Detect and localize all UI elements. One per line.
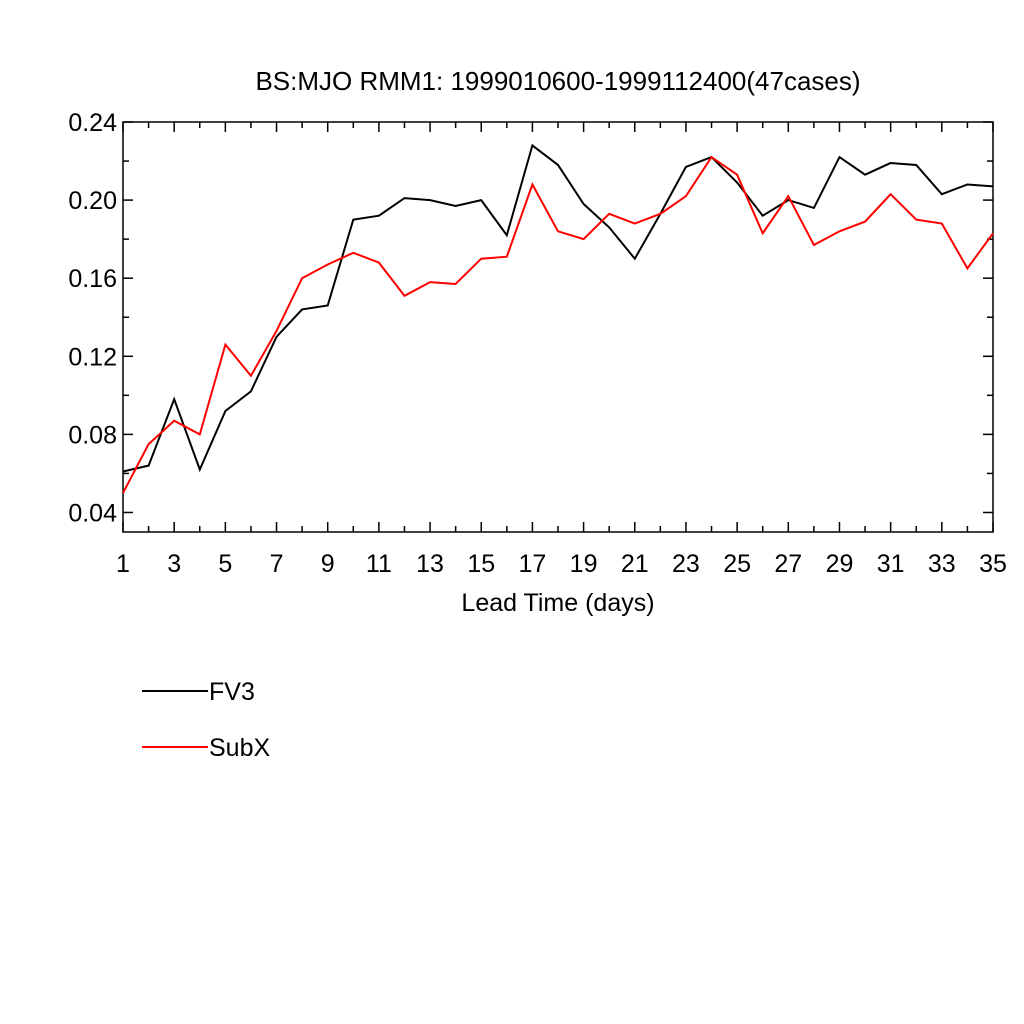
x-tick-label: 5 xyxy=(218,550,232,578)
chart-title: BS:MJO RMM1: 1999010600-1999112400(47cas… xyxy=(255,66,860,96)
y-axis-tick-labels: 0.04 0.08 0.12 0.16 0.20 0.24 xyxy=(68,109,117,527)
y-tick-label: 0.04 xyxy=(68,499,117,527)
plot-area-frame xyxy=(122,121,994,533)
y-tick-label: 0.16 xyxy=(68,265,117,293)
x-tick-label: 3 xyxy=(167,550,181,578)
x-tick-label: 33 xyxy=(928,550,956,578)
x-tick-label: 23 xyxy=(672,550,700,578)
x-tick-label: 9 xyxy=(321,550,335,578)
series-lines xyxy=(122,143,994,494)
x-tick-label: 27 xyxy=(774,550,802,578)
legend-label-subx: SubX xyxy=(209,734,270,762)
y-tick-label: 0.24 xyxy=(68,109,117,137)
legend-label-fv3: FV3 xyxy=(209,678,255,706)
x-tick-label: 19 xyxy=(570,550,598,578)
x-tick-label: 7 xyxy=(270,550,284,578)
x-tick-label: 17 xyxy=(519,550,547,578)
y-tick-label: 0.12 xyxy=(68,343,117,371)
axis-ticks xyxy=(122,121,994,532)
x-tick-label: 31 xyxy=(877,550,905,578)
x-tick-label: 21 xyxy=(621,550,649,578)
x-tick-label: 1 xyxy=(116,550,130,578)
y-tick-label: 0.08 xyxy=(68,421,117,449)
x-tick-label: 35 xyxy=(979,550,1007,578)
series-line-subx xyxy=(122,155,994,494)
legend: FV3 SubX xyxy=(142,678,270,762)
x-tick-label: 11 xyxy=(366,550,392,578)
x-tick-label: 29 xyxy=(826,550,854,578)
x-tick-label: 25 xyxy=(723,550,751,578)
x-axis-tick-labels: 1 3 5 7 9 11 13 15 17 19 21 23 25 27 29 31 33 35 xyxy=(116,550,1007,578)
series-line-fv3 xyxy=(122,143,994,473)
x-tick-label: 15 xyxy=(467,550,495,578)
y-tick-label: 0.20 xyxy=(68,187,117,215)
x-tick-label: 13 xyxy=(416,550,444,578)
x-axis-label: Lead Time (days) xyxy=(461,589,654,617)
